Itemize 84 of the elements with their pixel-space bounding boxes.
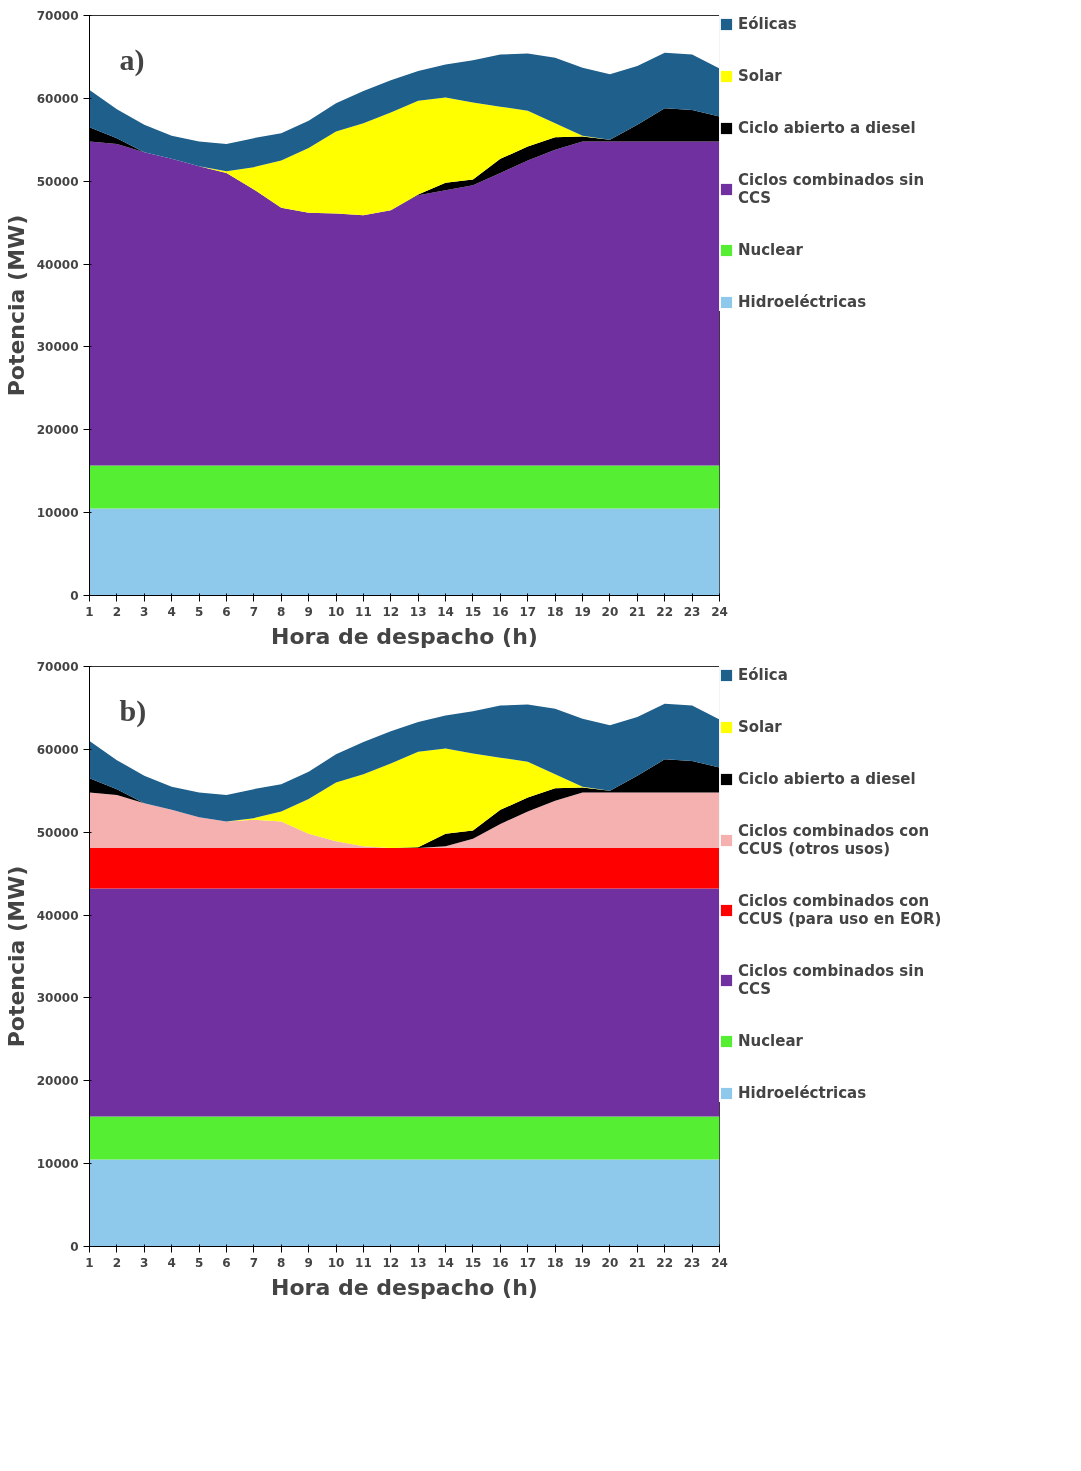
x-tick-label: 6 [222, 1255, 231, 1270]
annotation: a) [119, 42, 145, 77]
x-tick-label: 13 [409, 1255, 427, 1270]
x-tick-label: 8 [277, 604, 286, 619]
x-tick-label: 10 [327, 1255, 345, 1270]
x-tick-label: 9 [304, 1255, 313, 1270]
x-tick-label: 5 [194, 1255, 204, 1270]
legend-label: Hidroeléctricas [738, 293, 867, 311]
y-tick-label: 40000 [36, 257, 79, 272]
x-tick-label: 20 [601, 1255, 619, 1270]
x-tick-label: 17 [519, 1255, 537, 1270]
y-tick-label: 30000 [36, 340, 79, 355]
series-label: Ciclos combinados sin CCS [738, 962, 925, 998]
x-axis-title: Hora de despacho (h) [271, 623, 538, 649]
y-tick-label: 30000 [36, 991, 79, 1006]
y-tick-label: 60000 [36, 742, 79, 757]
y-tick-label: 0 [70, 589, 79, 603]
x-tick-label: 15 [464, 604, 482, 619]
series-label: Ciclos combinados con CCUS (para uso en EOR) [738, 892, 942, 928]
x-tick-label: 22 [656, 1255, 674, 1270]
y-tick-label: 50000 [36, 174, 79, 189]
x-tick-label: 17 [519, 604, 537, 619]
x-tick-label: 6 [222, 604, 231, 619]
y-tick-label: 40000 [36, 908, 79, 923]
series-label: Ciclo abierto a diesel [738, 770, 916, 788]
x-tick-label: 21 [628, 1255, 646, 1270]
x-tick-label: 12 [382, 1255, 400, 1270]
series-label: Ciclos combinados con CCUS (otros usos) [738, 822, 930, 858]
x-tick-label: 24 [711, 1255, 728, 1270]
x-tick-label: 19 [574, 1255, 591, 1270]
y-tick-label: 60000 [36, 91, 79, 106]
series-label: Ciclo abierto a diesel [738, 119, 916, 137]
x-tick-label: 9 [304, 604, 313, 619]
x-tick-label: 4 [167, 1255, 176, 1270]
x-tick-label: 10 [327, 604, 345, 619]
x-tick-label: 20 [601, 604, 619, 619]
x-tick-label: 2 [112, 1255, 122, 1270]
x-tick-label: 1 [85, 604, 94, 619]
legend-label: Solar [738, 718, 782, 736]
legend-label: Hidroeléctricas [738, 1084, 867, 1102]
x-axis-title: Hora de despacho (h) [271, 1274, 538, 1300]
y-axis-title: Potencia (MW) [3, 214, 29, 397]
x-tick-label: 23 [683, 604, 701, 619]
x-tick-label: 23 [683, 1255, 701, 1270]
x-tick-label: 21 [628, 604, 646, 619]
y-tick-label: 10000 [36, 1157, 79, 1172]
y-tick-label: 0 [70, 1240, 79, 1254]
x-tick-label: 4 [167, 604, 176, 619]
x-tick-label: 7 [249, 1255, 259, 1270]
legend-label: Eólicas [738, 15, 797, 33]
x-tick-label: 13 [409, 604, 427, 619]
x-tick-label: 14 [437, 1255, 454, 1270]
y-tick-label: 70000 [36, 660, 79, 674]
x-tick-label: 5 [194, 604, 204, 619]
y-tick-label: 20000 [36, 423, 79, 438]
legend-label: Nuclear [738, 241, 803, 259]
x-tick-label: 8 [277, 1255, 286, 1270]
y-tick-label: 20000 [36, 1074, 79, 1089]
x-tick-label: 22 [656, 604, 674, 619]
x-tick-label: 16 [492, 1255, 509, 1270]
legend-label: Solar [738, 67, 782, 85]
x-tick-label: 15 [464, 1255, 482, 1270]
legend-label: Eólica [738, 666, 788, 684]
x-tick-label: 11 [355, 604, 372, 619]
x-tick-label: 7 [249, 604, 259, 619]
x-tick-label: 19 [574, 604, 591, 619]
annotation: b) [119, 693, 147, 728]
x-tick-label: 18 [546, 604, 564, 619]
x-tick-label: 11 [355, 1255, 372, 1270]
x-tick-label: 3 [140, 1255, 149, 1270]
x-tick-label: 1 [85, 1255, 94, 1270]
series-label: Ciclos combinados sin CCS [738, 171, 925, 207]
legend-label: Nuclear [738, 1032, 803, 1050]
x-tick-label: 2 [112, 604, 122, 619]
x-tick-label: 3 [140, 604, 149, 619]
y-tick-label: 70000 [36, 9, 79, 23]
x-tick-label: 14 [437, 604, 454, 619]
y-axis-title: Potencia (MW) [3, 865, 29, 1048]
y-tick-label: 50000 [36, 825, 79, 840]
x-tick-label: 12 [382, 604, 400, 619]
x-tick-label: 24 [711, 604, 728, 619]
x-tick-label: 16 [492, 604, 509, 619]
x-tick-label: 18 [546, 1255, 564, 1270]
y-tick-label: 10000 [36, 506, 79, 521]
